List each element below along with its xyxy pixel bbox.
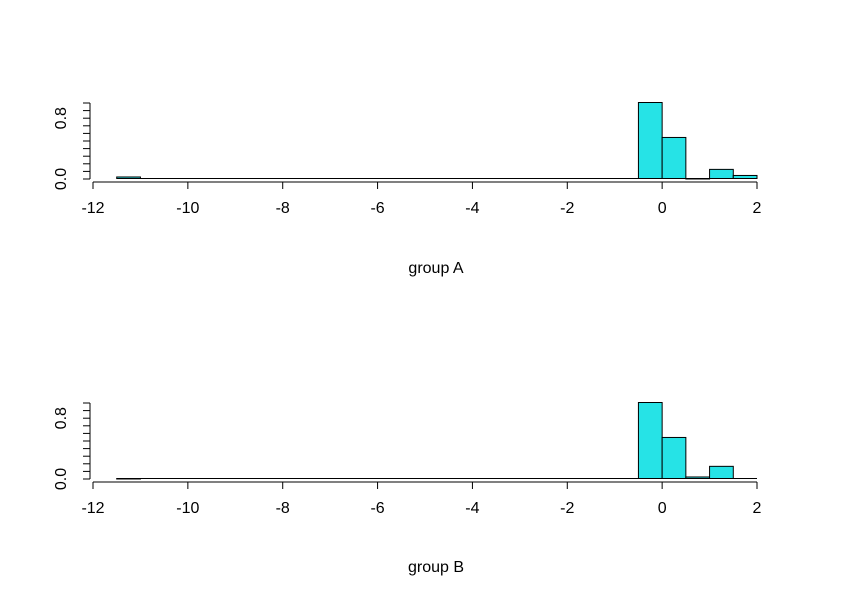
x-axis-tick-label: -4 [465,500,479,517]
histogram-bar [686,477,710,479]
histogram-bar [733,175,757,178]
histogram-bar [638,403,662,479]
x-axis-tick-label: -8 [276,500,290,517]
x-axis-tick-label: 0 [658,500,667,517]
y-axis-tick-label: 0.0 [53,168,70,190]
x-axis-label-group-a: group A [408,260,463,277]
x-axis-tick-label: -12 [81,500,104,517]
histogram-bar [710,169,734,178]
x-axis-tick-label: -2 [560,200,574,217]
x-axis-label-group-b: group B [408,559,464,576]
y-axis-tick-label: 0.8 [53,407,70,429]
histogram-panel-group-a: group A -12 -10 -8 -6 -4 -2 0 2 0.0 0.8 [53,103,761,278]
x-axis-tick-label: -2 [560,500,574,517]
x-axis-tick-label: -12 [81,200,104,217]
x-axis-tick-label: 0 [658,200,667,217]
y-axis-tick-label: 0.8 [53,107,70,129]
histogram-bar [117,177,141,179]
x-axis-tick-label: -10 [176,500,199,517]
histogram-bar [117,479,141,480]
x-axis-tick-label: -6 [370,500,384,517]
x-axis-tick-label: -6 [370,200,384,217]
histogram-bar [638,103,662,179]
histogram-bar [686,179,710,180]
histogram-bar [710,466,734,478]
x-axis-tick-label: 2 [753,200,762,217]
y-axis-tick-label: 0.0 [53,468,70,490]
histogram-panel-group-b: group B -12 -10 -8 -6 -4 -2 0 2 0.0 0.8 [53,403,761,577]
x-axis-tick-label: 2 [753,500,762,517]
x-axis-tick-label: -4 [465,200,479,217]
x-axis-tick-label: -10 [176,200,199,217]
histogram-bar [662,137,686,178]
histogram-bar [662,437,686,478]
x-axis-tick-label: -8 [276,200,290,217]
